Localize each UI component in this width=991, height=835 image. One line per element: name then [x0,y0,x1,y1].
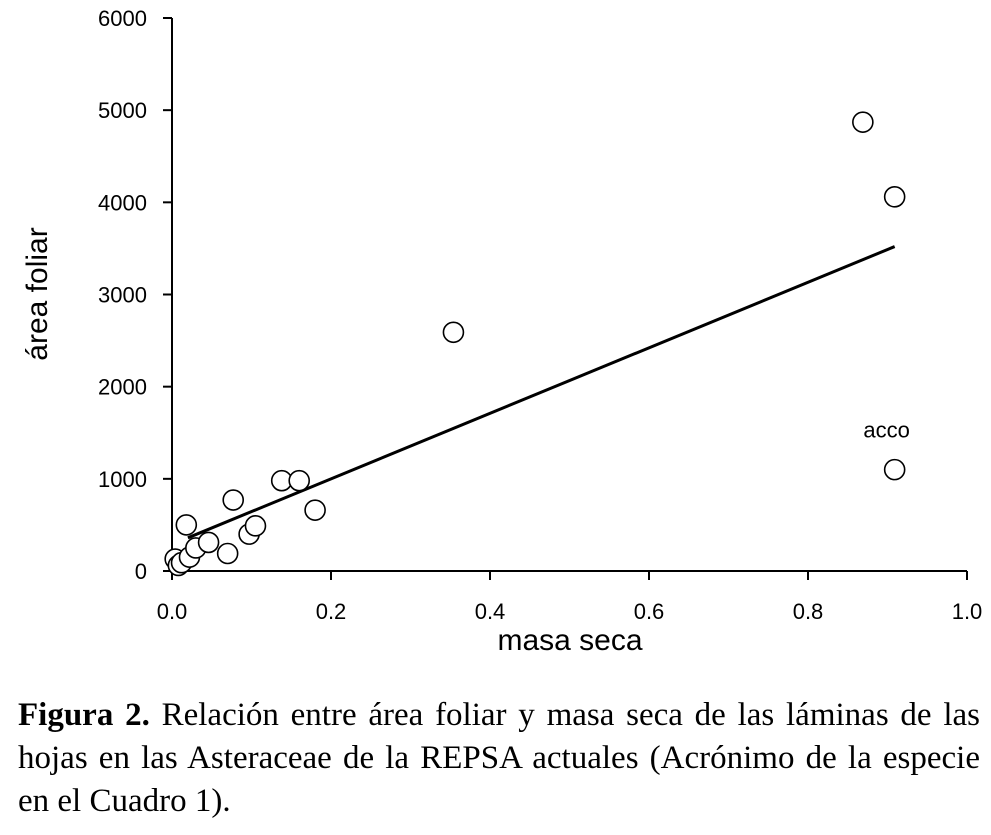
x-axis-title: masa seca [497,624,642,657]
y-tick-label: 6000 [98,6,147,31]
data-point [852,111,874,133]
y-tick-label: 4000 [98,190,147,215]
axes [171,18,967,572]
y-tick-label: 5000 [98,98,147,123]
x-tick-label: 0.6 [634,599,665,624]
data-point [197,531,220,554]
x-tick-label: 1.0 [952,599,983,624]
data-point [216,542,239,565]
x-tick-label: 0.2 [316,599,347,624]
x-tick-label: 0.4 [475,599,506,624]
data-point [304,499,326,521]
scatter-chart: 0.0 0.2 0.4 0.6 0.8 1.0 0 1000 2000 3000 4000 5000… [21,6,983,657]
data-point [883,458,906,481]
figure-caption: Figura 2. Relación entre área foliar y m… [18,694,980,823]
x-tick-label: 0.0 [157,599,188,624]
data-point [222,489,245,511]
data-points: acco [164,111,910,577]
y-axis-title: área foliar [21,227,54,360]
y-tick-label: 1000 [98,467,147,492]
data-point [175,514,198,536]
y-axis-ticks: 0 1000 2000 3000 4000 5000 6000 [98,6,172,584]
y-tick-label: 3000 [98,283,147,308]
y-tick-label: 2000 [98,375,147,400]
regression-line [187,245,896,540]
regression-line-group [187,245,896,540]
x-axis-ticks: 0.0 0.2 0.4 0.6 0.8 1.0 [157,571,983,624]
data-point [442,321,465,344]
data-point [288,469,311,492]
data-point [244,515,267,537]
point-annotation: acco [863,418,909,443]
caption-label: Figura 2. [18,697,150,733]
data-point [883,186,906,208]
caption-text: Relación entre área foliar y masa seca d… [18,697,980,819]
x-tick-label: 0.8 [793,599,824,624]
y-tick-label: 0 [135,559,147,584]
